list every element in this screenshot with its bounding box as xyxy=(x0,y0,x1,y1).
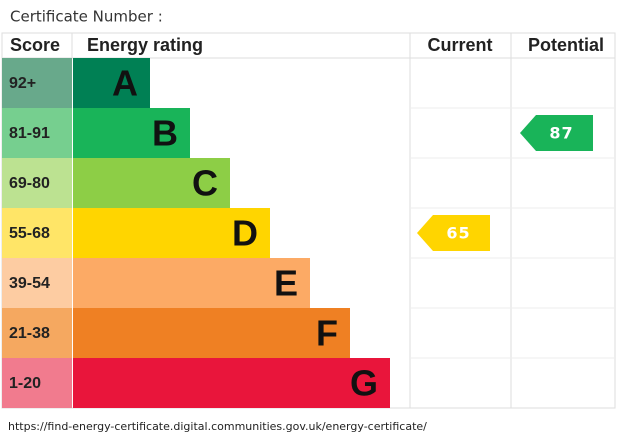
current-header: Current xyxy=(427,35,492,55)
score-cell xyxy=(2,158,72,208)
current-label: 65 xyxy=(446,224,470,243)
rating-letter: A xyxy=(112,63,138,104)
rating-letter: G xyxy=(350,363,378,404)
rating-bar xyxy=(73,258,310,308)
score-label: 55-68 xyxy=(9,225,50,242)
score-cell xyxy=(2,108,72,158)
current-arrow xyxy=(417,215,490,251)
score-cell xyxy=(2,358,72,408)
potential-label: 87 xyxy=(549,124,573,143)
score-label: 21-38 xyxy=(9,325,50,342)
score-cell xyxy=(2,208,72,258)
rating-header: Energy rating xyxy=(87,35,203,55)
score-label: 69-80 xyxy=(9,175,50,192)
rating-letter: C xyxy=(192,163,218,204)
score-label: 92+ xyxy=(9,75,36,92)
score-label: 1-20 xyxy=(9,375,41,392)
potential-arrow xyxy=(520,115,593,151)
score-cell xyxy=(2,258,72,308)
rating-bar xyxy=(73,58,150,108)
potential-header: Potential xyxy=(528,35,604,55)
rating-letter: D xyxy=(232,213,258,254)
rating-bar xyxy=(73,208,270,258)
rating-letter: E xyxy=(274,263,298,304)
rating-bar xyxy=(73,358,390,408)
rating-bar xyxy=(73,308,350,358)
rating-letter: F xyxy=(316,313,338,354)
rating-bar xyxy=(73,108,190,158)
score-label: 39-54 xyxy=(9,275,50,292)
score-cell xyxy=(2,308,72,358)
title: Certificate Number : xyxy=(10,8,163,26)
rating-letter: B xyxy=(152,113,178,154)
score-label: 81-91 xyxy=(9,125,50,142)
footer-url: https://find-energy-certificate.digital.… xyxy=(8,420,427,433)
score-cell xyxy=(2,58,72,108)
rating-bar xyxy=(73,158,230,208)
score-header: Score xyxy=(10,35,60,55)
